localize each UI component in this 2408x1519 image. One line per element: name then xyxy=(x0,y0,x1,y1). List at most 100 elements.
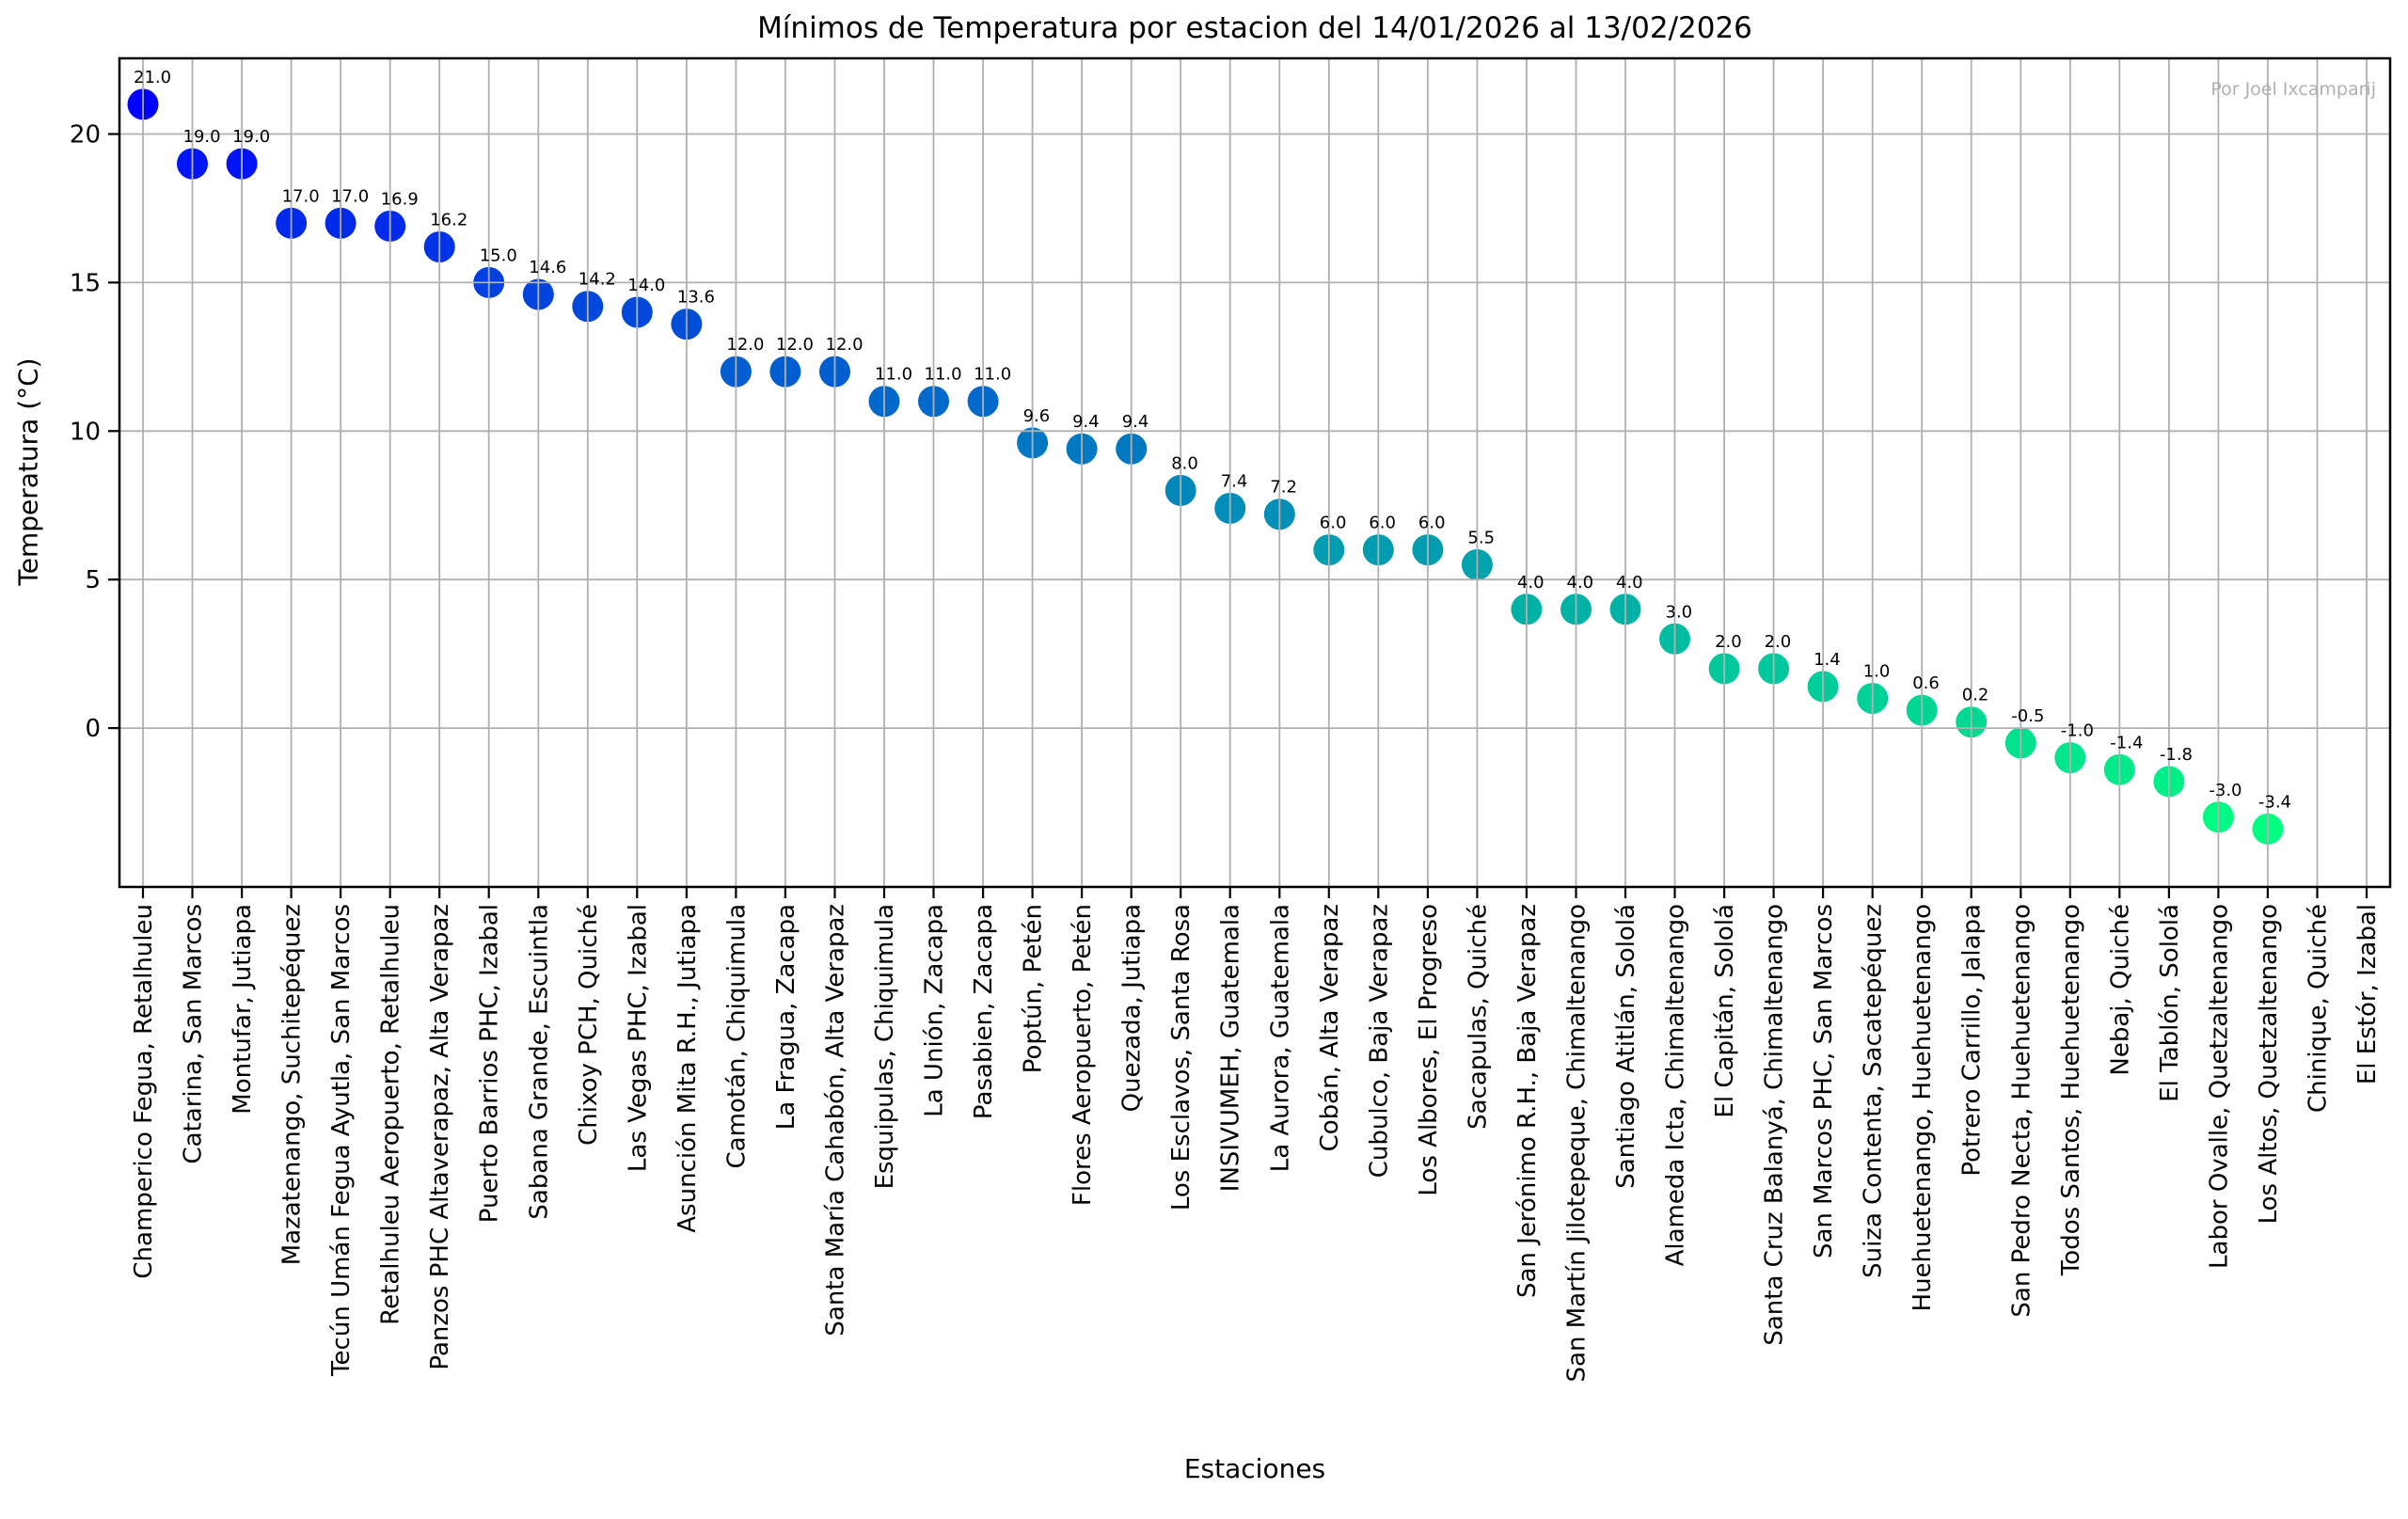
y-tick-label: 5 xyxy=(85,566,101,594)
x-tick-label: La Unión, Zacapa xyxy=(921,904,949,1117)
x-tick-label: Las Vegas PHC, Izabal xyxy=(624,904,652,1172)
x-tick-label: Sabana Grande, Escuintla xyxy=(525,904,553,1220)
value-label: -0.5 xyxy=(2011,706,2044,726)
value-label: 4.0 xyxy=(1567,573,1594,593)
value-label: 8.0 xyxy=(1171,453,1198,473)
x-tick-label: Chinique, Quiché xyxy=(2305,904,2333,1113)
plot-border xyxy=(118,56,2392,889)
x-tick-label: Labor Ovalle, Quetzaltenango xyxy=(2205,904,2233,1269)
value-label: 17.0 xyxy=(282,186,320,206)
x-tick-label: Santiago Atitlán, Sololá xyxy=(1612,904,1640,1189)
x-tick-label: Puerto Barrios PHC, Izabal xyxy=(476,904,504,1223)
x-tick-label: Flores Aeropuerto, Petén xyxy=(1069,904,1097,1206)
y-tick-label: 20 xyxy=(70,121,101,150)
x-tick-label: Pasabien, Zacapa xyxy=(970,904,998,1119)
value-label: 12.0 xyxy=(826,335,863,355)
value-label: -1.8 xyxy=(2160,745,2193,765)
x-tick-label: Esquipulas, Chiquimula xyxy=(871,904,899,1189)
chart-title: Mínimos de Temperatura por estacion del … xyxy=(757,11,1752,45)
value-label: 9.4 xyxy=(1072,412,1100,432)
value-label: 16.9 xyxy=(381,189,419,209)
x-tick-label: Montufar, Jutiapa xyxy=(229,904,257,1115)
x-tick-label: El Tablón, Sololá xyxy=(2156,904,2184,1102)
x-tick-label: Champerico Fegua, Retalhuleu xyxy=(130,904,158,1279)
value-label: -1.4 xyxy=(2110,733,2143,752)
value-label: 12.0 xyxy=(726,335,764,355)
x-tick-label: Panzos PHC Altaverapaz, Alta Verapaz xyxy=(426,904,454,1370)
value-label: 21.0 xyxy=(134,68,171,87)
value-label: 17.0 xyxy=(331,186,369,206)
x-tick-label: Mazatenango, Suchitepéquez xyxy=(278,904,307,1265)
x-tick-label: San Marcos PHC, San Marcos xyxy=(1810,904,1838,1258)
x-tick-label: Los Albores, El Progreso xyxy=(1415,904,1443,1196)
x-tick-label: San Pedro Necta, Huehuetenango xyxy=(2007,904,2036,1318)
x-tick-label: Quezada, Jutiapa xyxy=(1118,904,1147,1112)
x-tick-label: Tecún Umán Fegua Ayutla, San Marcos xyxy=(327,904,356,1377)
value-label: 11.0 xyxy=(925,365,962,385)
y-tick-label: 15 xyxy=(70,269,101,297)
value-label: 2.0 xyxy=(1715,632,1742,652)
x-tick-label: Suiza Contenta, Sacatepéquez xyxy=(1860,904,1888,1278)
x-tick-label: Sacapulas, Quiché xyxy=(1464,904,1492,1130)
value-label: 14.6 xyxy=(529,258,566,277)
value-label: 1.0 xyxy=(1863,662,1891,682)
x-tick-label: Los Esclavos, Santa Rosa xyxy=(1167,904,1196,1210)
x-tick-label: Alameda Icta, Chimaltenango xyxy=(1662,904,1690,1266)
x-tick-label: Huehuetenango, Huehuetenango xyxy=(1909,904,1937,1311)
x-tick-label: Asunción Mita R.H., Jutiapa xyxy=(673,904,702,1233)
x-tick-label: Todos Santos, Huehuetenango xyxy=(2057,904,2085,1276)
x-tick-label: Nebaj, Quiché xyxy=(2106,904,2134,1076)
value-label: 0.2 xyxy=(1962,686,1989,705)
value-label: 9.6 xyxy=(1023,406,1051,426)
value-label: 7.2 xyxy=(1270,478,1297,498)
value-label: 4.0 xyxy=(1517,573,1545,593)
watermark-credit: Por Joel Ixcamparij xyxy=(2210,79,2376,100)
x-tick-label: Potrero Carrillo, Jalapa xyxy=(1958,904,1987,1177)
x-tick-label: San Martín Jilotepeque, Chimaltenango xyxy=(1563,904,1592,1382)
value-label: 11.0 xyxy=(875,365,912,385)
y-tick-label: 10 xyxy=(70,418,101,446)
value-label: 6.0 xyxy=(1369,514,1396,533)
value-label: 11.0 xyxy=(974,365,1011,385)
x-tick-label: Cobán, Alta Verapaz xyxy=(1316,904,1344,1151)
x-tick-label: INSIVUMEH, Guatemala xyxy=(1217,904,1245,1192)
value-label: 6.0 xyxy=(1418,514,1446,533)
x-tick-label: Catarina, San Marcos xyxy=(180,904,208,1163)
value-label: 6.0 xyxy=(1320,514,1347,533)
x-tick-label: El Estór, Izabal xyxy=(2353,904,2382,1084)
x-tick-label: Los Altos, Quetzaltenango xyxy=(2255,904,2283,1224)
value-label: 5.5 xyxy=(1467,528,1495,547)
x-tick-label: Poptún, Petén xyxy=(1020,904,1048,1073)
value-label: -3.0 xyxy=(2209,781,2242,800)
x-tick-label: La Fragua, Zacapa xyxy=(772,904,800,1130)
value-label: 9.4 xyxy=(1122,412,1149,432)
value-label: 0.6 xyxy=(1912,673,1940,693)
value-label: 12.0 xyxy=(776,335,814,355)
x-axis-label: Estaciones xyxy=(1183,1453,1326,1484)
x-tick-label: Retalhuleu Aeropuerto, Retalhuleu xyxy=(377,904,405,1325)
x-tick-label: Santa Cruz Balanyá, Chimaltenango xyxy=(1761,904,1789,1346)
y-tick-label: 0 xyxy=(85,715,101,743)
value-label: 19.0 xyxy=(232,127,270,147)
value-label: 2.0 xyxy=(1765,632,1792,652)
x-tick-label: Cubulco, Baja Verapaz xyxy=(1365,904,1393,1178)
x-tick-label: El Capitán, Sololá xyxy=(1711,904,1739,1118)
value-label: 7.4 xyxy=(1221,471,1248,491)
value-label: 14.2 xyxy=(578,270,616,290)
x-tick-label: Chixoy PCH, Quiché xyxy=(575,904,603,1146)
value-label: 14.0 xyxy=(627,276,665,295)
value-label: 16.2 xyxy=(430,211,467,230)
x-tick-label: Camotán, Chiquimula xyxy=(722,904,751,1168)
value-label: 1.4 xyxy=(1814,650,1841,670)
x-tick-label: Santa María Cahabón, Alta Verapaz xyxy=(822,904,850,1337)
x-tick-label: La Aurora, Guatemala xyxy=(1266,904,1294,1172)
value-label: 15.0 xyxy=(480,245,517,265)
value-label: 13.6 xyxy=(677,288,715,308)
x-tick-label: San Jerónimo R.H., Baja Verapaz xyxy=(1513,904,1542,1298)
value-label: 4.0 xyxy=(1616,573,1643,593)
value-label: 19.0 xyxy=(183,127,221,147)
value-label: -1.0 xyxy=(2061,721,2094,741)
value-label: -3.4 xyxy=(2258,792,2291,812)
